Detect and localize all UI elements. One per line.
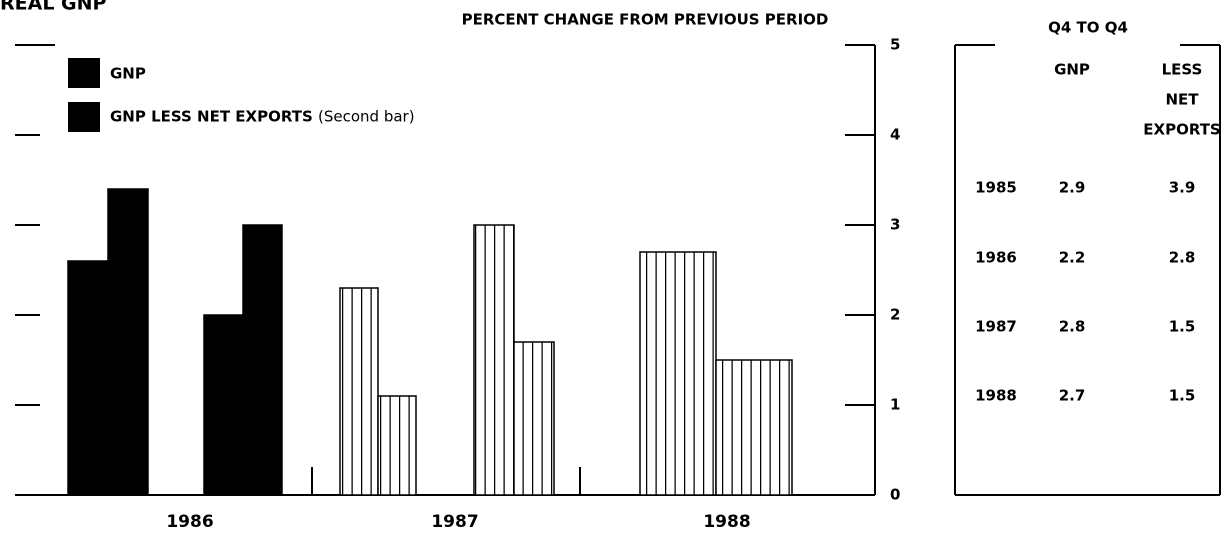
bar — [513, 341, 555, 496]
chart-subtitle: PERCENT CHANGE FROM PREVIOUS PERIOD — [462, 11, 829, 29]
bar — [242, 224, 283, 496]
y-tick-label: 1 — [890, 396, 900, 414]
table-cell: 1985 — [975, 179, 1017, 197]
y-tick-label: 0 — [890, 486, 900, 504]
y-tick-label: 5 — [890, 36, 900, 54]
table-cell: 3.9 — [1169, 179, 1196, 197]
column-header: LESS — [1162, 61, 1203, 79]
x-tick-label: 1986 — [166, 512, 213, 532]
table-cell: 2.8 — [1059, 318, 1086, 336]
bar — [639, 251, 717, 496]
legend-swatch — [68, 102, 100, 132]
chart-title: REAL GNP — [0, 0, 107, 15]
table-title: Q4 TO Q4 — [1048, 19, 1128, 37]
y-tick-label: 3 — [890, 216, 900, 234]
column-header: NET — [1165, 91, 1199, 109]
x-tick-label: 1988 — [703, 512, 750, 532]
column-header: EXPORTS — [1143, 121, 1220, 139]
table-cell: 2.9 — [1059, 179, 1086, 197]
table-cell: 1986 — [975, 249, 1017, 267]
legend-label: GNP — [110, 65, 146, 83]
y-tick-label: 2 — [890, 306, 900, 324]
table-cell: 2.7 — [1059, 387, 1086, 405]
column-header: GNP — [1054, 61, 1090, 79]
table-cell: 1987 — [975, 318, 1017, 336]
bar — [107, 188, 149, 496]
table-cell: 1988 — [975, 387, 1017, 405]
x-tick-label: 1987 — [431, 512, 478, 532]
bar — [67, 260, 109, 496]
table-cell: 1.5 — [1169, 318, 1196, 336]
table-cell: 1.5 — [1169, 387, 1196, 405]
legend-swatch — [68, 58, 100, 88]
bar — [473, 224, 515, 496]
legend-label: GNP LESS NET EXPORTS — [110, 108, 313, 126]
table-cell: 2.2 — [1059, 249, 1086, 267]
table-frame — [954, 44, 1221, 496]
bar — [715, 359, 793, 496]
bar — [377, 395, 417, 496]
legend-note: (Second bar) — [318, 108, 415, 126]
bar — [339, 287, 379, 496]
bar — [203, 314, 244, 496]
table-cell: 2.8 — [1169, 249, 1196, 267]
y-tick-label: 4 — [890, 126, 900, 144]
